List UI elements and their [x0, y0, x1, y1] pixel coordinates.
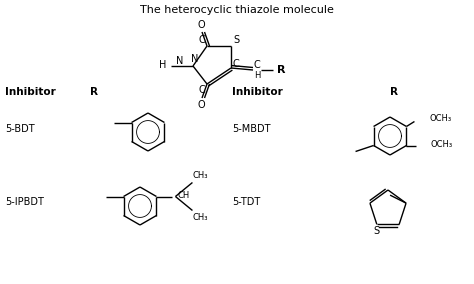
Text: O: O [197, 100, 205, 110]
Text: C: C [233, 59, 239, 69]
Text: N: N [176, 56, 184, 66]
Text: 5-BDT: 5-BDT [5, 124, 35, 134]
Text: S: S [374, 226, 380, 236]
Text: Inhibitor: Inhibitor [5, 87, 56, 97]
Text: R: R [90, 87, 98, 97]
Text: CH₃: CH₃ [192, 213, 208, 222]
Text: The heterocyclic thiazole molecule: The heterocyclic thiazole molecule [140, 5, 334, 15]
Text: OCH₃: OCH₃ [430, 140, 453, 149]
Text: OCH₃: OCH₃ [429, 114, 452, 123]
Text: CH: CH [177, 191, 190, 200]
Text: C: C [199, 35, 205, 45]
Text: S: S [233, 35, 239, 45]
Text: 5-MBDT: 5-MBDT [232, 124, 271, 134]
Text: Inhibitor: Inhibitor [232, 87, 283, 97]
Text: C: C [199, 85, 205, 95]
Text: O: O [197, 20, 205, 30]
Text: H: H [159, 60, 167, 70]
Text: 5-TDT: 5-TDT [232, 197, 260, 207]
Text: N: N [191, 54, 199, 64]
Text: C: C [254, 60, 260, 70]
Text: R: R [277, 65, 285, 75]
Text: R: R [390, 87, 398, 97]
Text: H: H [254, 70, 260, 80]
Text: 5-IPBDT: 5-IPBDT [5, 197, 44, 207]
Text: CH₃: CH₃ [192, 171, 208, 180]
